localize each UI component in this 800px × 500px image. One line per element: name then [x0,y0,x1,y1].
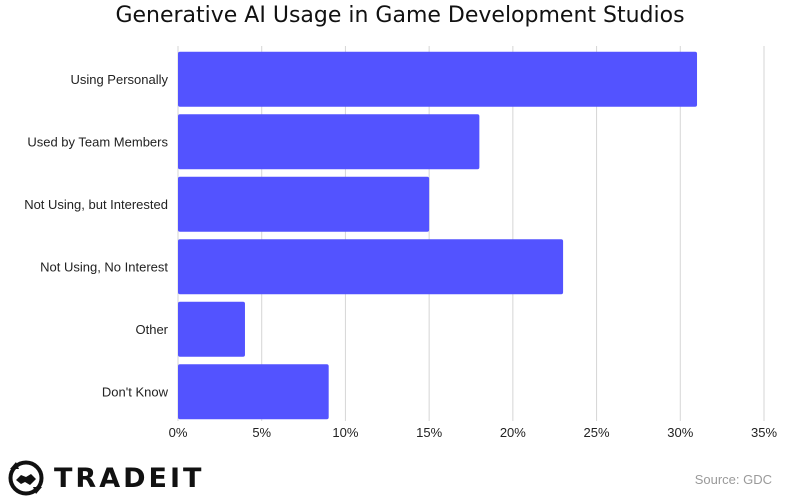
x-tick-label: 25% [584,425,610,440]
x-tick-label: 35% [751,425,777,440]
x-tick-label: 15% [416,425,442,440]
x-tick-label: 30% [667,425,693,440]
x-tick-label: 10% [332,425,358,440]
x-axis-tick-labels: 0% 5% 10% 15% 20% 25% 30% 35% [169,425,778,440]
bar [178,51,698,107]
chart-title: Generative AI Usage in Game Development … [115,3,685,28]
gridlines [177,46,765,421]
logo-text: TRADEIT [54,462,205,494]
bar [178,176,430,232]
handshake-icon [8,460,44,496]
source-note: Source: GDC [694,472,772,487]
bar [178,301,245,357]
x-tick-label: 20% [500,425,526,440]
bars [178,51,698,420]
bar [178,114,480,170]
category-labels: Using Personally Used by Team Members Not … [24,72,168,400]
category-label: Other [135,322,168,337]
category-label: Using Personally [70,72,168,87]
x-tick-label: 0% [169,425,188,440]
category-label: Not Using, but Interested [24,197,168,212]
category-label: Used by Team Members [27,134,168,149]
x-tick-label: 5% [252,425,271,440]
bar [178,364,329,420]
tradeit-logo: TRADEIT [6,458,204,498]
category-label: Not Using, No Interest [40,259,168,274]
bar [178,239,564,295]
category-label: Don't Know [102,384,169,399]
